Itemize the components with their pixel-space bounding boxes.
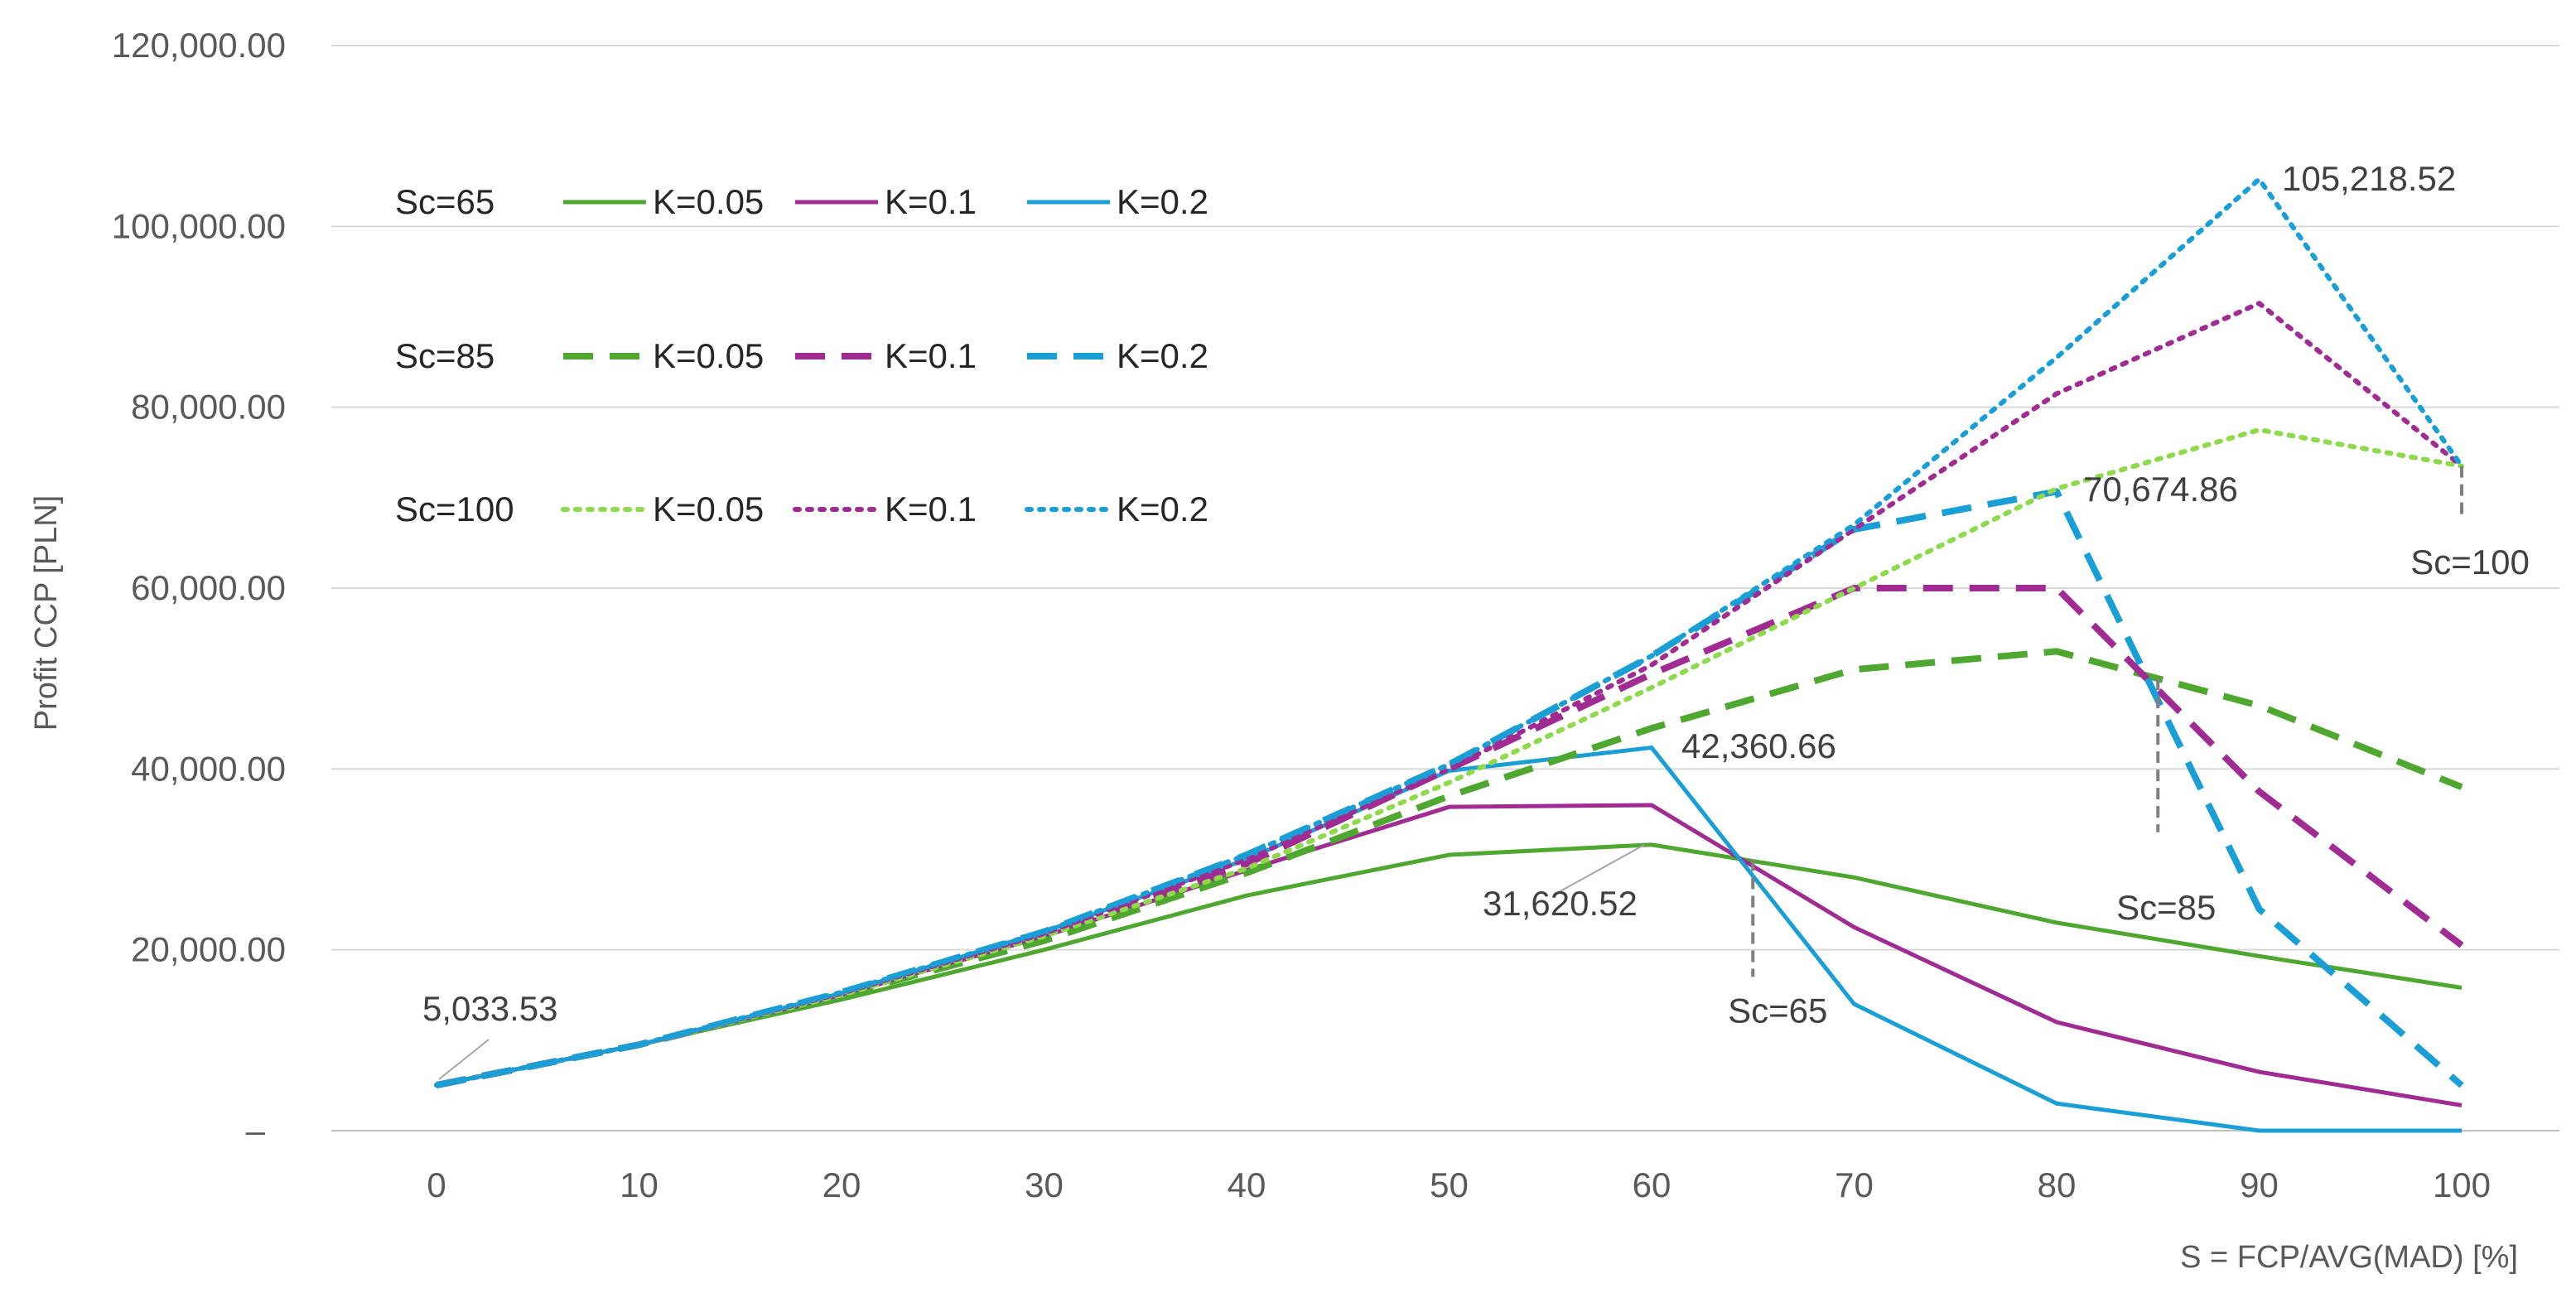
x-tick-label: 80 [2038,1165,2077,1204]
value-annotation: 31,620.52 [1483,884,1638,923]
y-axis-ticks: – 20,000.00 40,000.00 60,000.00 80,000.00 100… [112,26,286,1150]
legend-group-label: Sc=100 [395,490,514,528]
threshold-marker-label: Sc=100 [2410,543,2530,581]
series-line [434,176,2464,1088]
legend-entry-label: K=0.2 [1117,490,1208,528]
x-tick-label: 0 [427,1165,446,1204]
legend: Sc=65 K=0.05 K=0.1 K=0.2 Sc=85 K=0.05 K=0.1 K=0… [395,182,1208,528]
y-tick-label: 80,000.00 [131,388,286,427]
threshold-markers: Sc=65 Sc=85 Sc=100 [1728,466,2530,1030]
legend-entry-label: K=0.05 [653,336,764,375]
annotation-leader [1556,844,1645,894]
series-line [434,427,2464,1088]
x-tick-label: 30 [1025,1165,1064,1204]
legend-entry-label: K=0.1 [885,336,977,375]
y-tick-label: 60,000.00 [131,568,286,607]
legend-entry-label: K=0.1 [885,182,977,221]
x-axis-ticks: 0 10 20 30 40 50 60 70 80 90 100 [427,1165,2491,1204]
x-tick-label: 50 [1430,1165,1469,1204]
legend-entry-label: K=0.05 [653,490,764,528]
value-annotation: 105,218.52 [2282,159,2456,198]
annotation-leader [438,1039,490,1080]
series-lines [434,176,2464,1133]
y-tick-label: – [246,1111,266,1150]
value-annotation: 42,360.66 [1681,726,1836,765]
threshold-marker-label: Sc=85 [2116,888,2216,927]
x-tick-label: 40 [1228,1165,1266,1204]
x-tick-label: 60 [1633,1165,1672,1204]
series-line [436,803,2463,1107]
legend-entry-label: K=0.2 [1117,182,1208,221]
legend-entry-label: K=0.05 [653,182,764,221]
value-annotations: 5,033.53 31,620.52 42,360.66 70,674.86 105,2… [422,159,2456,1080]
y-tick-label: 120,000.00 [112,26,286,65]
y-tick-label: 40,000.00 [131,749,286,788]
legend-group-label: Sc=85 [395,336,494,375]
y-tick-label: 20,000.00 [131,930,286,969]
x-tick-label: 20 [822,1165,861,1204]
y-tick-label: 100,000.00 [112,206,286,245]
value-annotation: 70,674.86 [2083,470,2238,509]
threshold-marker-label: Sc=65 [1728,991,1827,1030]
x-tick-label: 70 [1835,1165,1874,1204]
x-tick-label: 100 [2433,1165,2491,1204]
series-line [436,585,2464,1088]
x-tick-label: 90 [2240,1165,2279,1204]
legend-entry-label: K=0.1 [885,490,977,528]
x-axis-title: S = FCP/AVG(MAD) [%] [2180,1240,2518,1275]
y-axis-title: Profit CCP [PLN] [29,495,64,731]
value-annotation: 5,033.53 [422,989,558,1028]
legend-group-label: Sc=65 [395,182,494,221]
x-tick-label: 10 [620,1165,658,1204]
legend-entry-label: K=0.2 [1117,336,1208,375]
